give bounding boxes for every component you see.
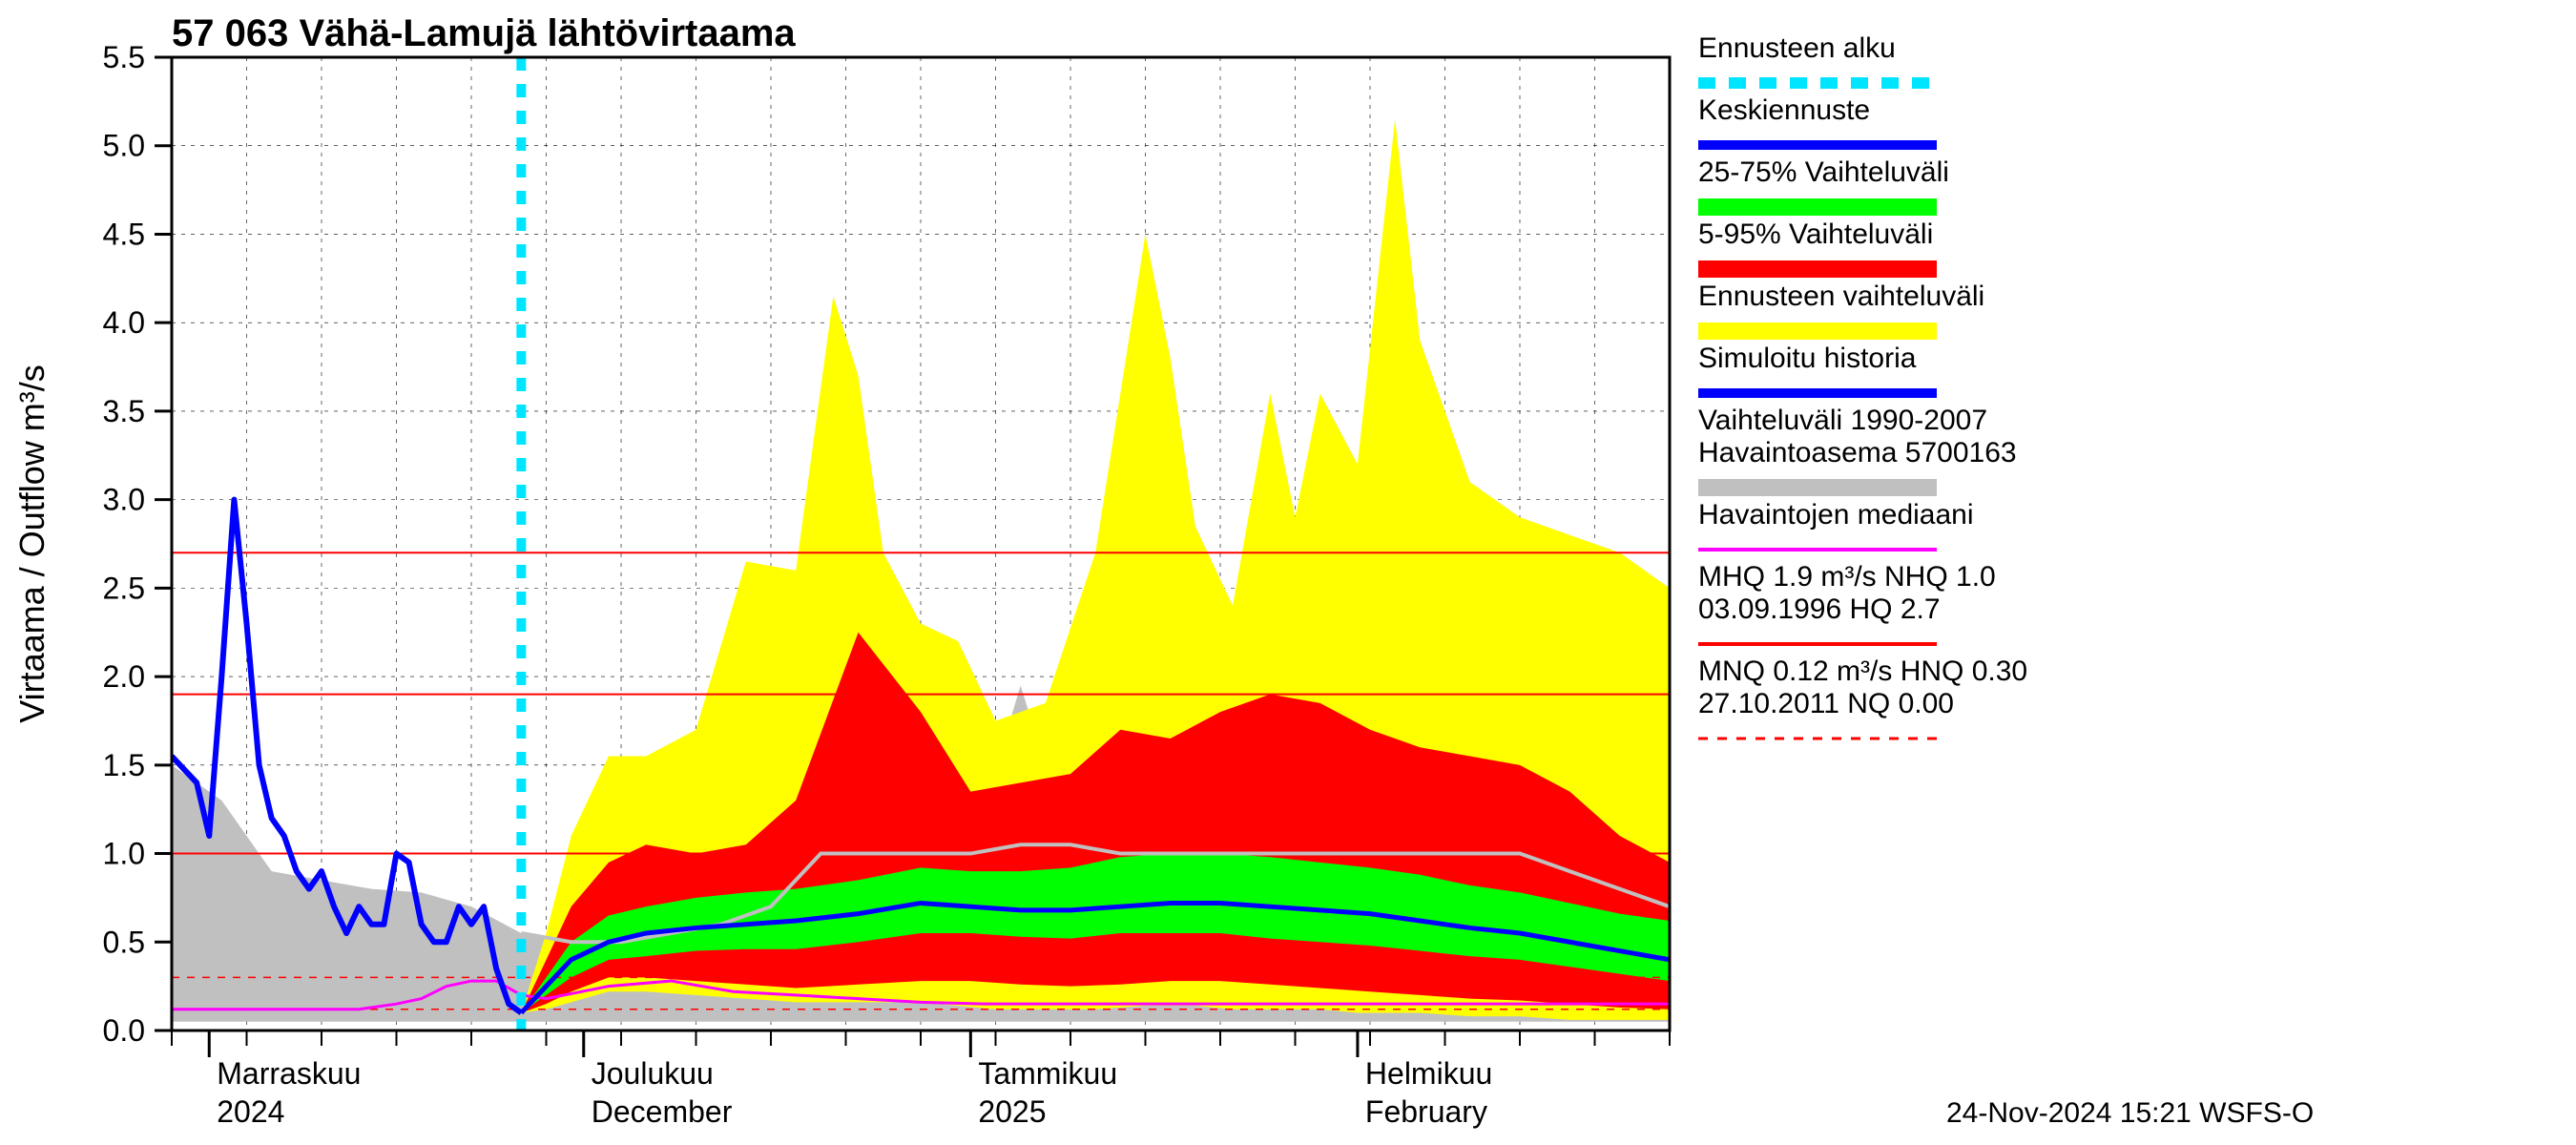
legend-swatch [1698,323,1937,340]
x-month-label-lower: 2024 [217,1094,284,1129]
x-month-label-upper: Marraskuu [217,1056,361,1091]
legend-swatch [1698,140,1937,150]
legend-label: Ennusteen vaihteluväli [1698,281,1984,312]
ytick-label: 4.0 [103,305,145,340]
legend-sublabel: Havaintoasema 5700163 [1698,437,2017,468]
ytick-label: 1.0 [103,837,145,871]
legend-swatch [1698,260,1937,278]
legend-swatch [1698,642,1937,646]
legend-label: Simuloitu historia [1698,343,1917,374]
legend-label: Havaintojen mediaani [1698,499,1974,531]
legend-label: 5-95% Vaihteluväli [1698,219,1933,250]
ytick-label: 0.5 [103,925,145,959]
x-month-label-upper: Helmikuu [1365,1056,1492,1091]
ytick-label: 3.5 [103,394,145,428]
forecast-chart: 0.0 0.5 1.0 1.5 2.0 2.5 3.0 3.5 4.0 4.5 5.0 5.5 Marr… [0,0,2576,1145]
ytick-label: 2.0 [103,659,145,694]
legend-label: MHQ 1.9 m³/s NHQ 1.0 [1698,561,1996,593]
ytick-label: 3.0 [103,483,145,517]
ytick-label: 0.0 [103,1013,145,1048]
chart-title: 57 063 Vähä-Lamujä lähtövirtaama [172,12,796,54]
ytick-label: 2.5 [103,571,145,605]
legend-label: MNQ 0.12 m³/s HNQ 0.30 [1698,656,2027,687]
legend-label: 25-75% Vaihteluväli [1698,156,1949,188]
ytick-label: 4.5 [103,217,145,251]
legend-label: Keskiennuste [1698,94,1870,126]
x-month-label-lower: 2025 [978,1094,1046,1129]
legend-sublabel: 03.09.1996 HQ 2.7 [1698,593,1941,625]
legend-sublabel: 27.10.2011 NQ 0.00 [1698,688,1954,719]
x-month-label-upper: Joulukuu [592,1056,714,1091]
legend-swatch [1698,548,1937,552]
x-month-label-upper: Tammikuu [978,1056,1117,1091]
chart-container: 0.0 0.5 1.0 1.5 2.0 2.5 3.0 3.5 4.0 4.5 5.0 5.5 Marr… [0,0,2576,1145]
ytick-label: 5.0 [103,129,145,163]
legend-swatch [1698,198,1937,216]
legend-swatch [1698,479,1937,496]
x-month-label-lower: December [592,1094,733,1129]
y-axis-label: Virtaama / Outflow m³/s [12,364,52,722]
legend-swatch [1698,388,1937,398]
ytick-label: 1.5 [103,748,145,782]
chart-footer: 24-Nov-2024 15:21 WSFS-O [1946,1097,2314,1129]
legend-label: Vaihteluväli 1990-2007 [1698,405,1987,436]
legend-label: Ennusteen alku [1698,32,1896,64]
ytick-label: 5.5 [103,40,145,74]
x-month-label-lower: February [1365,1094,1487,1129]
